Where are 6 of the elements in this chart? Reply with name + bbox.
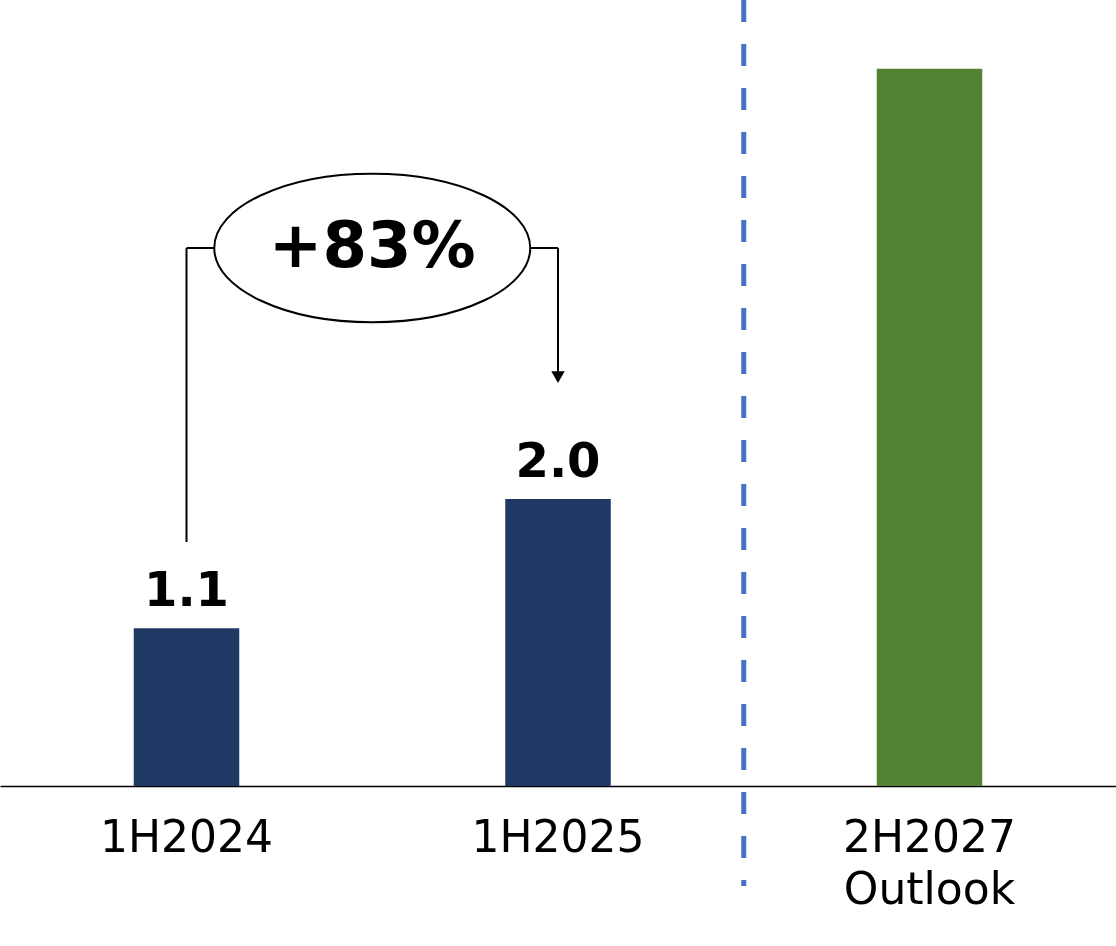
data-label: 2.0	[515, 432, 601, 489]
x-tick-label: 1H2025	[471, 810, 645, 862]
data-label: 1.1	[143, 561, 230, 618]
annotation: +83%	[268, 208, 476, 283]
x-tick-label: 2H2027 Outlook	[842, 810, 1017, 914]
x-tick-label: 1H2024	[99, 810, 274, 862]
